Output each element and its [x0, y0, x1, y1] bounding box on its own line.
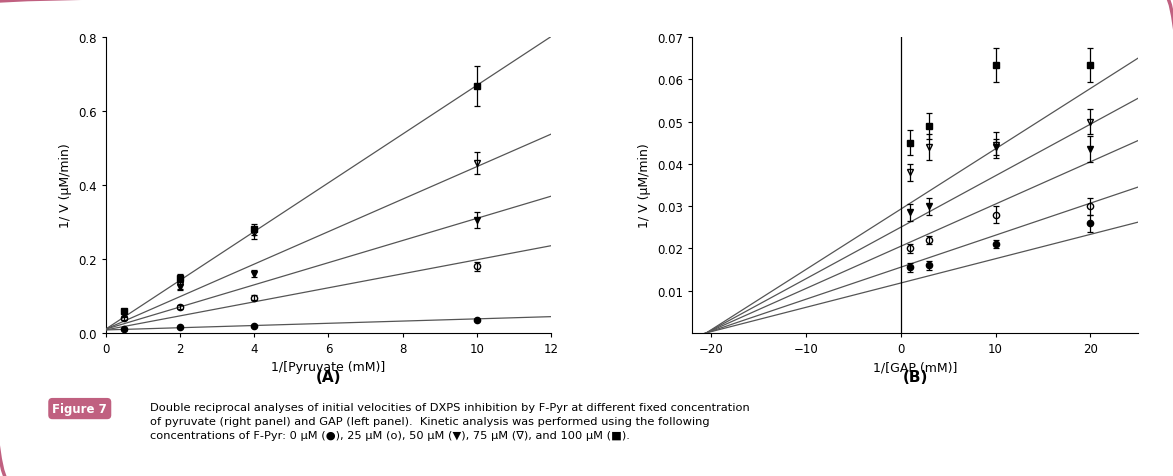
- Y-axis label: 1/ V (μM/min): 1/ V (μM/min): [638, 143, 651, 228]
- Text: (B): (B): [902, 369, 928, 384]
- X-axis label: 1/[Pyruvate (mM)]: 1/[Pyruvate (mM)]: [271, 361, 386, 374]
- Y-axis label: 1/ V (μM/min): 1/ V (μM/min): [60, 143, 73, 228]
- Text: Double reciprocal analyses of initial velocities of DXPS inhibition by F-Pyr at : Double reciprocal analyses of initial ve…: [150, 402, 750, 440]
- Text: (A): (A): [316, 369, 341, 384]
- Text: Figure 7: Figure 7: [53, 402, 107, 415]
- X-axis label: 1/[GAP (mM)]: 1/[GAP (mM)]: [873, 361, 957, 374]
